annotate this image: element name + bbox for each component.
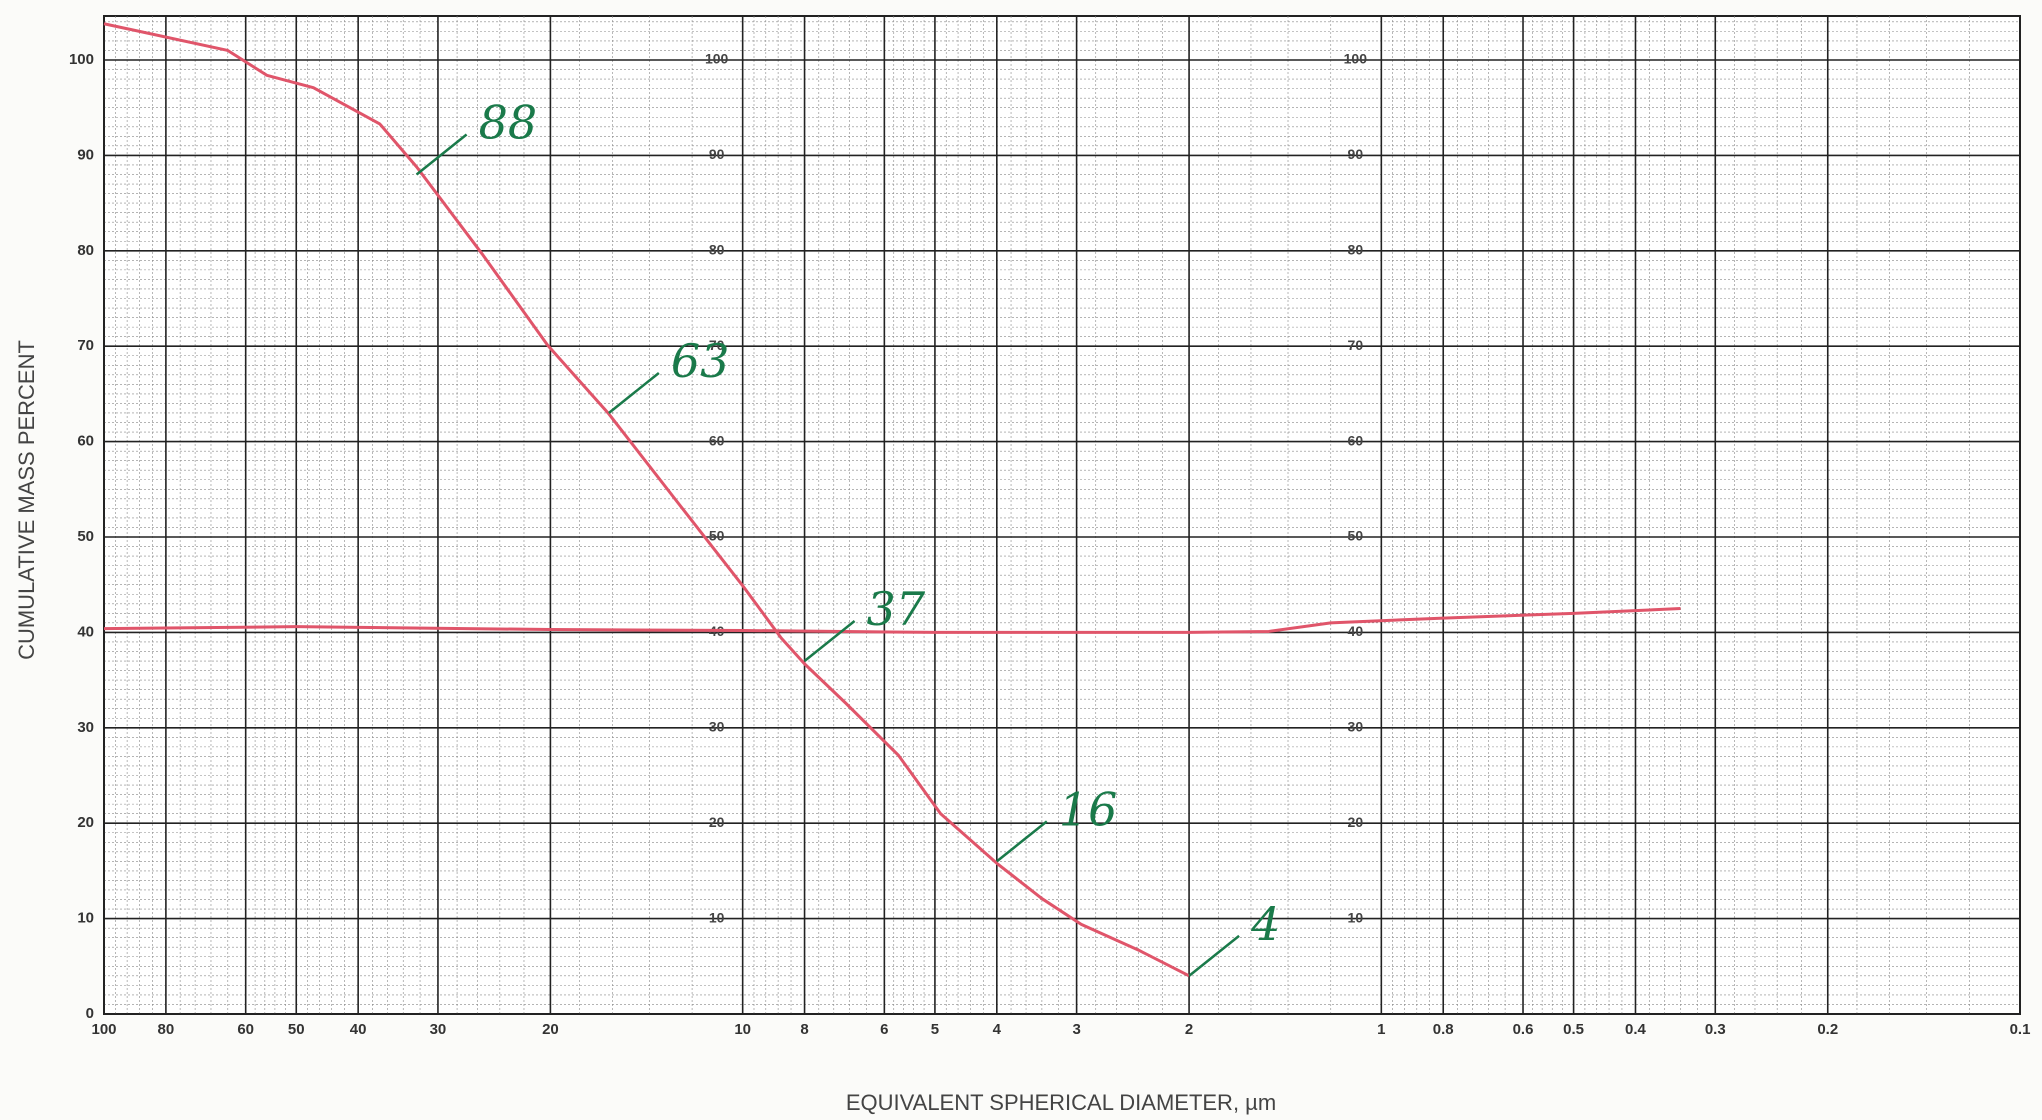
inner-y-label: 100 bbox=[1344, 51, 1368, 67]
y-tick-label: 60 bbox=[77, 433, 94, 450]
inner-y-label: 90 bbox=[709, 146, 725, 162]
annotation-leader bbox=[415, 133, 468, 176]
x-axis-title: EQUIVALENT SPHERICAL DIAMETER, µm bbox=[846, 1090, 1276, 1115]
y-tick-label: 80 bbox=[77, 242, 94, 259]
x-tick-label: 1 bbox=[1377, 1021, 1385, 1038]
x-tick-label: 2 bbox=[1185, 1021, 1193, 1038]
inner-y-label: 50 bbox=[1348, 528, 1364, 544]
x-tick-label: 5 bbox=[931, 1021, 939, 1038]
y-tick-label: 10 bbox=[77, 910, 94, 927]
inner-y-label: 100 bbox=[705, 51, 729, 67]
x-tick-label: 60 bbox=[237, 1021, 254, 1038]
y-tick-label: 50 bbox=[77, 528, 94, 545]
inner-y-label: 50 bbox=[709, 528, 725, 544]
annotation: 4 bbox=[1250, 897, 1280, 951]
inner-y-label: 40 bbox=[1348, 623, 1364, 639]
x-tick-label: 40 bbox=[350, 1021, 367, 1038]
annotation: 63 bbox=[671, 334, 730, 388]
x-tick-label: 0.5 bbox=[1563, 1021, 1584, 1038]
x-tick-label: 50 bbox=[288, 1021, 305, 1038]
y-tick-label: 100 bbox=[69, 51, 94, 68]
inner-y-label: 30 bbox=[709, 719, 725, 735]
inner-y-label: 70 bbox=[1348, 337, 1364, 353]
data-line bbox=[103, 607, 1681, 634]
x-tick-label: 8 bbox=[800, 1021, 808, 1038]
inner-y-label: 20 bbox=[1348, 814, 1364, 830]
x-tick-label: 6 bbox=[880, 1021, 888, 1038]
annotation-leader bbox=[1188, 934, 1240, 977]
x-tick-label: 4 bbox=[993, 1021, 1002, 1038]
annotation: 37 bbox=[867, 582, 926, 636]
inner-y-label: 80 bbox=[1348, 242, 1364, 258]
x-tick-label: 0.6 bbox=[1513, 1021, 1534, 1038]
y-tick-label: 70 bbox=[77, 337, 94, 354]
data-line bbox=[103, 22, 1190, 978]
inner-y-label: 60 bbox=[709, 432, 725, 448]
y-tick-label: 40 bbox=[77, 623, 94, 640]
x-tick-label: 20 bbox=[542, 1021, 559, 1038]
inner-y-label: 10 bbox=[709, 909, 725, 925]
x-tick-label: 0.3 bbox=[1705, 1021, 1726, 1038]
y-tick-label: 0 bbox=[86, 1005, 94, 1022]
inner-y-label: 70 bbox=[709, 337, 725, 353]
inner-y-label: 20 bbox=[709, 814, 725, 830]
x-tick-label: 3 bbox=[1072, 1021, 1080, 1038]
annotation-leader bbox=[803, 620, 856, 662]
x-tick-label: 10 bbox=[734, 1021, 751, 1038]
inner-y-label: 10 bbox=[1348, 909, 1364, 925]
y-tick-label: 90 bbox=[77, 146, 94, 163]
inner-y-label: 80 bbox=[709, 242, 725, 258]
annotation: 88 bbox=[479, 95, 538, 149]
inner-y-label: 60 bbox=[1348, 432, 1364, 448]
annotation-leader bbox=[608, 372, 660, 414]
inner-y-label: 90 bbox=[1348, 146, 1364, 162]
plot-frame bbox=[103, 15, 2021, 1015]
annotation: 16 bbox=[1059, 782, 1118, 836]
x-tick-label: 100 bbox=[91, 1021, 116, 1038]
y-tick-label: 20 bbox=[77, 814, 94, 831]
y-tick-label: 30 bbox=[77, 719, 94, 736]
annotation-leader bbox=[996, 820, 1048, 863]
x-tick-label: 80 bbox=[158, 1021, 175, 1038]
inner-y-label: 30 bbox=[1348, 719, 1364, 735]
y-axis-title: CUMULATIVE MASS PERCENT bbox=[14, 340, 39, 660]
x-tick-label: 0.8 bbox=[1433, 1021, 1454, 1038]
x-tick-label: 0.2 bbox=[1817, 1021, 1838, 1038]
x-tick-label: 0.4 bbox=[1625, 1021, 1647, 1038]
x-tick-label: 30 bbox=[430, 1021, 447, 1038]
x-tick-label: 0.1 bbox=[2010, 1021, 2031, 1038]
